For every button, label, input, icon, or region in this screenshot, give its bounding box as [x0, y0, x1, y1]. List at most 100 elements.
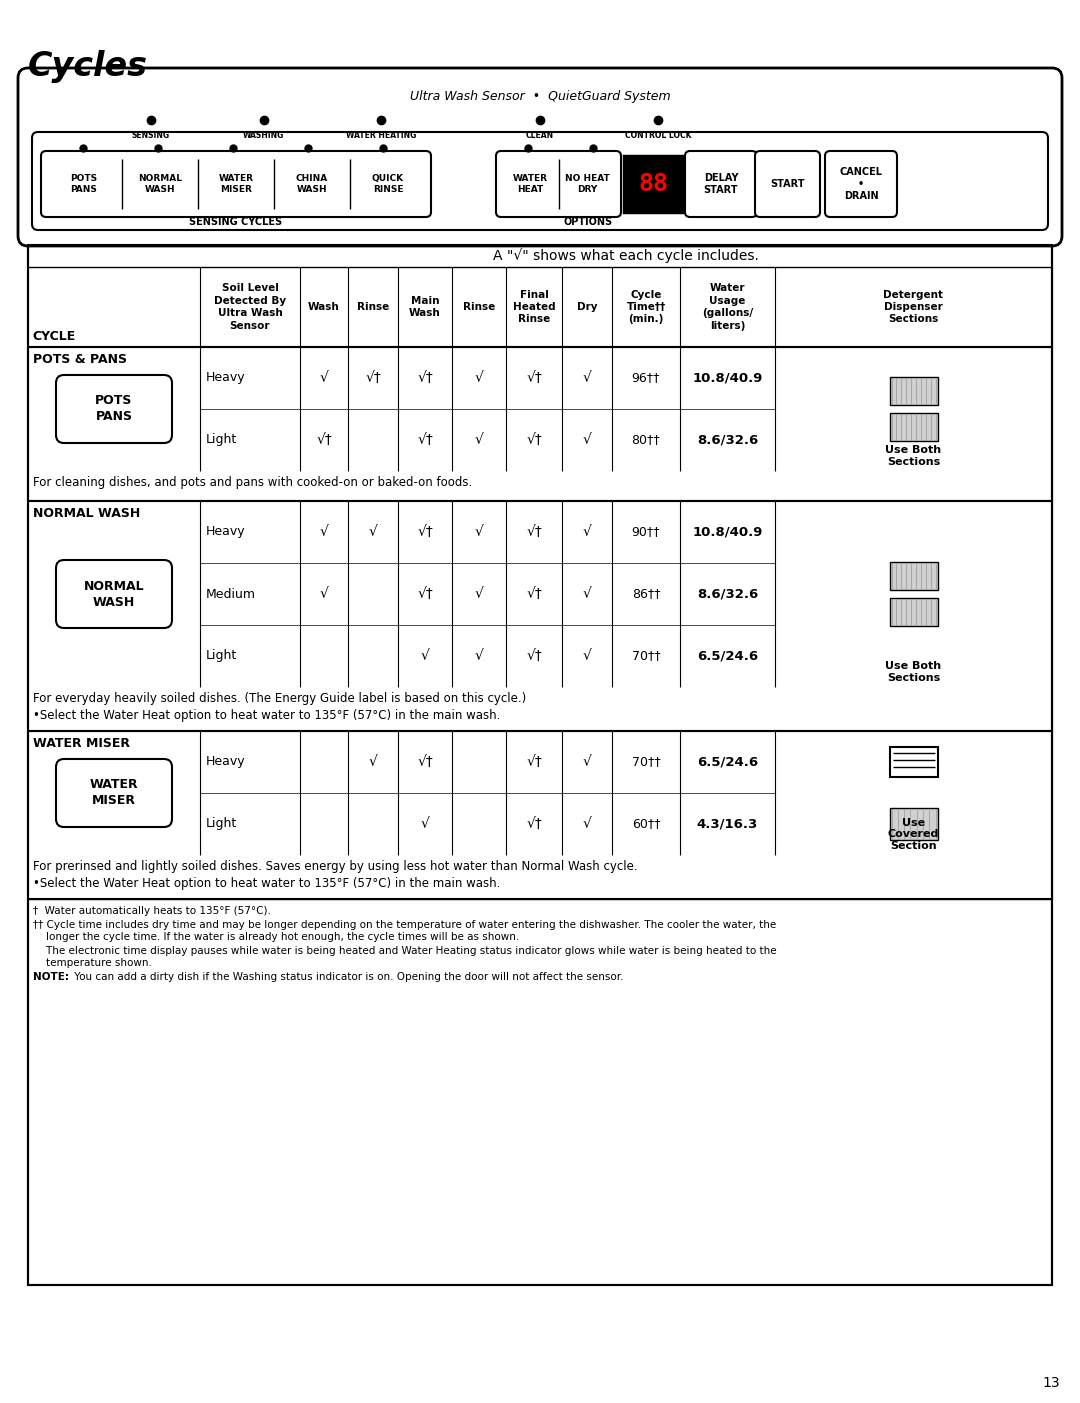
FancyBboxPatch shape — [32, 132, 1048, 230]
Text: √†: √† — [417, 586, 433, 600]
Text: Rinse: Rinse — [356, 302, 389, 311]
Text: √: √ — [474, 370, 484, 384]
Bar — [890, 746, 937, 777]
Text: NORMAL
WASH: NORMAL WASH — [138, 174, 183, 194]
Text: Ultra Wash Sensor  •  QuietGuard System: Ultra Wash Sensor • QuietGuard System — [409, 90, 671, 102]
Text: √: √ — [474, 434, 484, 448]
Text: 10.8/40.9: 10.8/40.9 — [692, 526, 762, 539]
Text: 96††: 96†† — [632, 372, 660, 384]
FancyBboxPatch shape — [18, 67, 1062, 246]
Text: WATER
HEAT: WATER HEAT — [512, 174, 548, 194]
Text: POTS
PANS: POTS PANS — [70, 174, 97, 194]
Bar — [624, 156, 681, 212]
Text: √: √ — [582, 650, 592, 664]
Text: √: √ — [582, 755, 592, 769]
Text: Medium: Medium — [206, 588, 256, 600]
Bar — [890, 377, 937, 405]
Bar — [890, 412, 937, 441]
Text: Soil Level
Detected By
Ultra Wash
Sensor: Soil Level Detected By Ultra Wash Sensor — [214, 283, 286, 331]
Text: √: √ — [474, 586, 484, 600]
Text: 70††: 70†† — [632, 755, 660, 769]
Text: √: √ — [582, 434, 592, 448]
Text: Use Both
Sections: Use Both Sections — [886, 445, 942, 467]
FancyBboxPatch shape — [755, 152, 820, 217]
Text: Cycles: Cycles — [28, 51, 148, 83]
Text: OPTIONS: OPTIONS — [564, 217, 613, 227]
Text: Light: Light — [206, 818, 238, 831]
Text: longer the cycle time. If the water is already hot enough, the cycle times will : longer the cycle time. If the water is a… — [33, 932, 519, 941]
Text: √†: √† — [417, 370, 433, 384]
Text: NORMAL WASH: NORMAL WASH — [33, 506, 140, 521]
Text: Detergent
Dispenser
Sections: Detergent Dispenser Sections — [883, 289, 944, 324]
Text: √: √ — [474, 650, 484, 664]
Text: 6.5/24.6: 6.5/24.6 — [697, 650, 758, 662]
FancyBboxPatch shape — [496, 152, 621, 217]
Text: NORMAL
WASH: NORMAL WASH — [83, 579, 145, 609]
Text: For prerinsed and lightly soiled dishes. Saves energy by using less hot water th: For prerinsed and lightly soiled dishes.… — [33, 860, 637, 890]
Text: √: √ — [368, 755, 377, 769]
Text: √†: √† — [526, 586, 542, 600]
Text: QUICK
RINSE: QUICK RINSE — [372, 174, 404, 194]
Text: √: √ — [368, 525, 377, 539]
Text: √†: √† — [316, 434, 332, 448]
Text: CANCEL
•
DRAIN: CANCEL • DRAIN — [839, 167, 882, 201]
Text: 8.6/32.6: 8.6/32.6 — [697, 588, 758, 600]
Text: DELAY
START: DELAY START — [704, 173, 739, 195]
Text: √†: √† — [365, 370, 381, 384]
Text: Heavy: Heavy — [206, 526, 245, 539]
Text: Main
Wash: Main Wash — [409, 296, 441, 318]
FancyBboxPatch shape — [825, 152, 897, 217]
Text: Cycle
Time††
(min.): Cycle Time†† (min.) — [626, 289, 665, 324]
Text: Wash: Wash — [308, 302, 340, 311]
Text: √†: √† — [526, 817, 542, 831]
Text: √†: √† — [526, 650, 542, 664]
Text: NOTE:: NOTE: — [33, 972, 69, 982]
Text: CLEAN: CLEAN — [526, 130, 554, 140]
Text: √: √ — [420, 817, 430, 831]
Text: Use Both
Sections: Use Both Sections — [886, 661, 942, 683]
Text: √: √ — [582, 586, 592, 600]
Text: √†: √† — [526, 755, 542, 769]
Text: Rinse: Rinse — [463, 302, 495, 311]
Text: √: √ — [474, 525, 484, 539]
Text: √†: √† — [417, 525, 433, 539]
Text: √†: √† — [526, 370, 542, 384]
Text: The electronic time display pauses while water is being heated and Water Heating: The electronic time display pauses while… — [33, 946, 777, 955]
Text: CHINA
WASH: CHINA WASH — [296, 174, 328, 194]
Text: SENSING CYCLES: SENSING CYCLES — [189, 217, 283, 227]
Text: Light: Light — [206, 650, 238, 662]
Text: √: √ — [320, 370, 328, 384]
Text: Dry: Dry — [577, 302, 597, 311]
Text: √: √ — [320, 586, 328, 600]
FancyBboxPatch shape — [56, 759, 172, 826]
Bar — [890, 598, 937, 626]
Text: 8.6/32.6: 8.6/32.6 — [697, 434, 758, 446]
Text: √†: √† — [417, 755, 433, 769]
Text: √: √ — [582, 525, 592, 539]
Text: √†: √† — [526, 434, 542, 448]
Text: WATER
MISER: WATER MISER — [90, 779, 138, 808]
Text: 60††: 60†† — [632, 818, 660, 831]
Text: 90††: 90†† — [632, 526, 660, 539]
Text: √: √ — [582, 817, 592, 831]
Text: CONTROL LOCK: CONTROL LOCK — [624, 130, 691, 140]
Text: 86††: 86†† — [632, 588, 660, 600]
Text: 13: 13 — [1042, 1376, 1059, 1390]
Text: Final
Heated
Rinse: Final Heated Rinse — [513, 289, 555, 324]
Text: Heavy: Heavy — [206, 372, 245, 384]
Text: A "√" shows what each cycle includes.: A "√" shows what each cycle includes. — [494, 248, 759, 264]
Text: √†: √† — [417, 434, 433, 448]
FancyBboxPatch shape — [41, 152, 431, 217]
Text: CYCLE: CYCLE — [32, 330, 76, 342]
Text: Light: Light — [206, 434, 238, 446]
Text: 70††: 70†† — [632, 650, 660, 662]
FancyBboxPatch shape — [56, 375, 172, 443]
Text: 6.5/24.6: 6.5/24.6 — [697, 755, 758, 769]
Text: For cleaning dishes, and pots and pans with cooked-on or baked-on foods.: For cleaning dishes, and pots and pans w… — [33, 476, 472, 490]
Text: WATER MISER: WATER MISER — [33, 737, 130, 751]
Text: For everyday heavily soiled dishes. (The Energy Guide label is based on this cyc: For everyday heavily soiled dishes. (The… — [33, 692, 526, 723]
Text: †  Water automatically heats to 135°F (57°C).: † Water automatically heats to 135°F (57… — [33, 906, 271, 916]
Text: Water
Usage
(gallons/
liters): Water Usage (gallons/ liters) — [702, 283, 753, 331]
Text: WATER
MISER: WATER MISER — [218, 174, 254, 194]
Text: temperature shown.: temperature shown. — [33, 958, 152, 968]
